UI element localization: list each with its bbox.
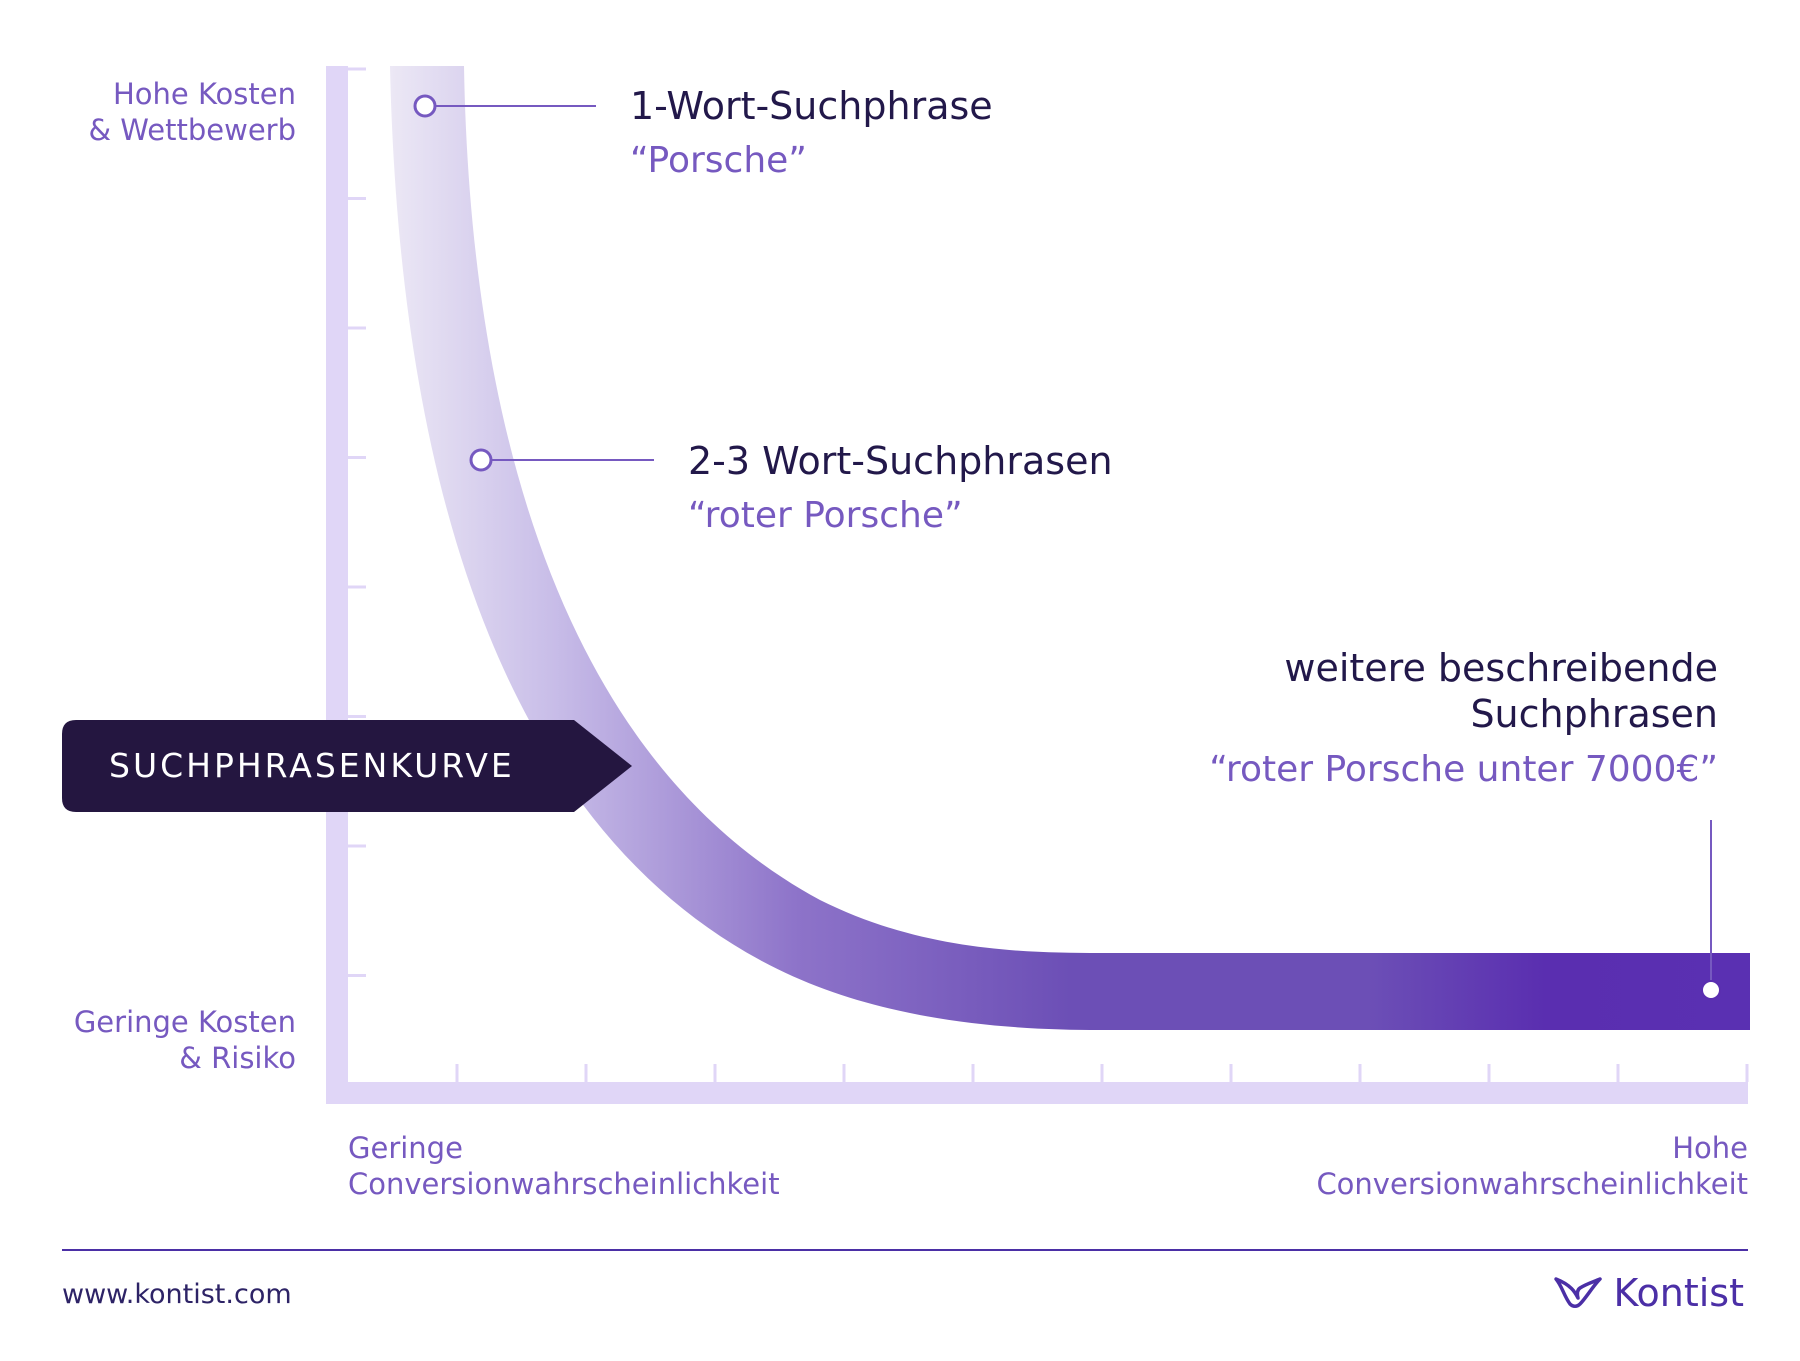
callout-1-title: 1-Wort-Suchphrase bbox=[630, 84, 993, 128]
x-axis-right-label-line-2: Conversionwahrscheinlichkeit bbox=[1316, 1167, 1748, 1201]
x-axis-left-label: Geringe Conversionwahrscheinlichkeit bbox=[348, 1130, 780, 1202]
x-axis-left-label-line-2: Conversionwahrscheinlichkeit bbox=[348, 1167, 780, 1201]
x-axis-tick bbox=[584, 1064, 588, 1082]
callout-3-example: “roter Porsche unter 7000€” bbox=[1209, 749, 1718, 790]
x-axis-ticks bbox=[455, 1064, 1749, 1082]
x-axis-tick bbox=[713, 1064, 717, 1082]
x-axis-tick bbox=[1358, 1064, 1362, 1082]
keyword-curve bbox=[390, 66, 1750, 1030]
x-axis-tick bbox=[842, 1064, 846, 1082]
curve-badge-label: SUCHPHRASENKURVE bbox=[109, 746, 515, 785]
y-axis-top-label: Hohe Kosten & Wettbewerb bbox=[88, 76, 296, 148]
y-axis-bottom-label: Geringe Kosten & Risiko bbox=[74, 1004, 296, 1076]
x-axis-right-label: Hohe Conversionwahrscheinlichkeit bbox=[1316, 1130, 1748, 1202]
x-axis-tick bbox=[971, 1064, 975, 1082]
x-axis-tick bbox=[1745, 1064, 1749, 1082]
x-axis-tick bbox=[1616, 1064, 1620, 1082]
x-axis-tick bbox=[455, 1064, 459, 1082]
leaf-cup-icon bbox=[1554, 1277, 1603, 1308]
x-axis-tick bbox=[1229, 1064, 1233, 1082]
y-axis-tick bbox=[348, 197, 366, 200]
callout-1-marker bbox=[413, 94, 437, 118]
x-axis-bar bbox=[326, 1082, 1748, 1104]
y-axis-tick bbox=[348, 67, 366, 71]
y-axis-top-label-line-1: Hohe Kosten bbox=[112, 77, 296, 111]
y-axis-top-label-line-2: & Wettbewerb bbox=[88, 113, 296, 147]
callout-2-example: “roter Porsche” bbox=[688, 495, 963, 536]
x-axis-tick bbox=[1100, 1064, 1104, 1082]
callout-2-title: 2-3 Wort-Suchphrasen bbox=[688, 439, 1113, 483]
x-axis-tick bbox=[1487, 1064, 1491, 1082]
x-axis-right-label-line-1: Hohe bbox=[1672, 1131, 1748, 1165]
curve-badge-shape bbox=[62, 720, 632, 812]
callout-3-title-line-2: Suchphrasen bbox=[1470, 692, 1718, 736]
callout-3: weitere beschreibende Suchphrasen “roter… bbox=[1209, 645, 1718, 793]
y-axis-tick bbox=[348, 715, 366, 718]
callout-3-title-line-1: weitere beschreibende bbox=[1284, 646, 1718, 690]
y-axis-bottom-label-line-2: & Risiko bbox=[179, 1041, 296, 1075]
callout-1-example: “Porsche” bbox=[630, 140, 807, 181]
y-axis-bar bbox=[326, 66, 348, 1102]
footer-url-link[interactable]: www.kontist.com bbox=[62, 1279, 292, 1310]
y-axis-tick bbox=[348, 974, 366, 977]
y-axis-tick bbox=[348, 844, 366, 848]
y-axis-ticks bbox=[348, 67, 366, 977]
brand-logo[interactable]: Kontist bbox=[1553, 1268, 1744, 1318]
x-axis-left-label-line-1: Geringe bbox=[348, 1131, 463, 1165]
brand-name: Kontist bbox=[1613, 1271, 1744, 1315]
y-axis-tick bbox=[348, 326, 366, 330]
y-axis-bottom-label-line-1: Geringe Kosten bbox=[73, 1005, 296, 1039]
y-axis-tick bbox=[348, 585, 366, 589]
callout-2-marker bbox=[469, 448, 493, 472]
y-axis-tick bbox=[348, 456, 366, 459]
callout-3-marker bbox=[1701, 980, 1721, 1000]
